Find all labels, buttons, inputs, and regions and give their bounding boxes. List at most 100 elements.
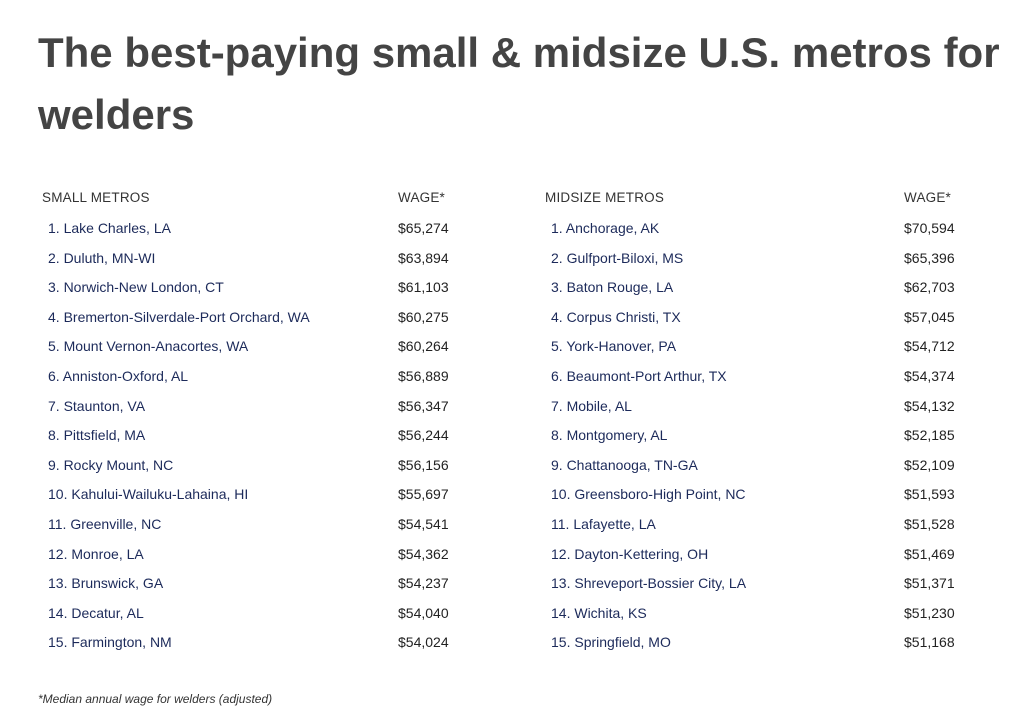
- metro-name: 10. Kahului-Wailuku-Lahaina, HI: [48, 486, 249, 503]
- table-row: 8. Montgomery, AL $52,185: [541, 419, 961, 449]
- table-row: 7. Mobile, AL $54,132: [541, 390, 961, 420]
- metro-wage: $54,712: [904, 338, 955, 355]
- column-header-wage: WAGE*: [398, 190, 446, 205]
- table-row: 4. Bremerton-Silverdale-Port Orchard, WA…: [38, 301, 458, 331]
- metro-wage: $57,045: [904, 308, 955, 325]
- metro-name: 4. Corpus Christi, TX: [551, 308, 681, 325]
- metro-wage: $60,264: [398, 338, 449, 355]
- table-row: 14. Wichita, KS $51,230: [541, 597, 961, 627]
- metro-wage: $51,528: [904, 515, 955, 532]
- metro-wage: $55,697: [398, 486, 449, 503]
- table-row: 13. Brunswick, GA $54,237: [38, 567, 458, 597]
- table-row: 12. Monroe, LA $54,362: [38, 538, 458, 568]
- metro-wage: $70,594: [904, 220, 955, 236]
- metro-wage: $62,703: [904, 279, 955, 296]
- metro-name: 2. Duluth, MN-WI: [48, 249, 156, 266]
- column-header-metro: SMALL METROS: [42, 190, 150, 205]
- metro-wage: $56,889: [398, 367, 449, 384]
- small-metros-rows: 1. Lake Charles, LA $65,274 2. Duluth, MN…: [38, 212, 458, 656]
- metro-wage: $52,185: [904, 427, 955, 444]
- metro-wage: $54,541: [398, 515, 449, 532]
- metro-name: 13. Shreveport-Bossier City, LA: [551, 575, 747, 592]
- metro-wage: $65,396: [904, 249, 955, 266]
- table-row: 7. Staunton, VA $56,347: [38, 390, 458, 420]
- column-header-wage: WAGE*: [904, 190, 952, 205]
- metro-name: 12. Dayton-Kettering, OH: [551, 545, 709, 562]
- metro-wage: $54,374: [904, 367, 955, 384]
- footnote: *Median annual wage for welders (adjuste…: [38, 692, 273, 706]
- table-row: 8. Pittsfield, MA $56,244: [38, 419, 458, 449]
- metro-wage: $51,593: [904, 486, 955, 503]
- small-metros-table: SMALL METROS WAGE* 1. Lake Charles, LA $6…: [38, 182, 458, 656]
- table-row: 1. Anchorage, AK $70,594: [541, 212, 961, 242]
- metro-name: 4. Bremerton-Silverdale-Port Orchard, WA: [48, 308, 310, 325]
- table-row: 14. Decatur, AL $54,040: [38, 597, 458, 627]
- table-row: 10. Kahului-Wailuku-Lahaina, HI $55,697: [38, 478, 458, 508]
- metro-wage: $56,156: [398, 456, 449, 473]
- metro-wage: $54,362: [398, 545, 449, 562]
- metro-name: 10. Greensboro-High Point, NC: [551, 486, 746, 503]
- metro-name: 11. Lafayette, LA: [551, 515, 656, 532]
- metro-name: 3. Norwich-New London, CT: [48, 279, 224, 296]
- metro-wage: $54,024: [398, 634, 449, 651]
- metro-name: 2. Gulfport-Biloxi, MS: [551, 249, 684, 266]
- table-row: 12. Dayton-Kettering, OH $51,469: [541, 538, 961, 568]
- metro-wage: $52,109: [904, 456, 955, 473]
- table-row: 11. Greenville, NC $54,541: [38, 508, 458, 538]
- column-header-metro: MIDSIZE METROS: [545, 190, 665, 205]
- table-row: 1. Lake Charles, LA $65,274: [38, 212, 458, 242]
- metro-name: 3. Baton Rouge, LA: [551, 279, 674, 296]
- table-row: 15. Springfield, MO $51,168: [541, 626, 961, 656]
- metro-name: 8. Pittsfield, MA: [48, 427, 146, 444]
- metro-wage: $54,237: [398, 575, 449, 592]
- midsize-metros-table: MIDSIZE METROS WAGE* 1. Anchorage, AK $70…: [541, 182, 961, 656]
- metro-wage: $65,274: [398, 220, 449, 236]
- table-row: 10. Greensboro-High Point, NC $51,593: [541, 478, 961, 508]
- metro-wage: $56,347: [398, 397, 449, 414]
- table-row: 13. Shreveport-Bossier City, LA $51,371: [541, 567, 961, 597]
- metro-wage: $63,894: [398, 249, 449, 266]
- metro-name: 5. Mount Vernon-Anacortes, WA: [48, 338, 249, 355]
- metro-name: 14. Wichita, KS: [551, 604, 647, 621]
- metro-name: 15. Springfield, MO: [551, 634, 671, 651]
- metro-wage: $61,103: [398, 279, 449, 296]
- table-row: 9. Rocky Mount, NC $56,156: [38, 449, 458, 479]
- table-row: 9. Chattanooga, TN-GA $52,109: [541, 449, 961, 479]
- metro-name: 12. Monroe, LA: [48, 545, 144, 562]
- midsize-metros-rows: 1. Anchorage, AK $70,594 2. Gulfport-Bilo…: [541, 212, 961, 656]
- metro-name: 7. Staunton, VA: [48, 397, 146, 414]
- table-header: MIDSIZE METROS WAGE*: [541, 182, 961, 212]
- metro-wage: $51,230: [904, 604, 955, 621]
- table-header: SMALL METROS WAGE*: [38, 182, 458, 212]
- table-row: 3. Baton Rouge, LA $62,703: [541, 271, 961, 301]
- metro-name: 8. Montgomery, AL: [551, 427, 668, 444]
- table-row: 5. York-Hanover, PA $54,712: [541, 330, 961, 360]
- metro-name: 7. Mobile, AL: [551, 397, 632, 414]
- table-row: 15. Farmington, NM $54,024: [38, 626, 458, 656]
- metro-wage: $51,469: [904, 545, 955, 562]
- table-row: 5. Mount Vernon-Anacortes, WA $60,264: [38, 330, 458, 360]
- metro-wage: $54,040: [398, 604, 449, 621]
- metro-name: 11. Greenville, NC: [48, 515, 162, 532]
- metro-name: 1. Anchorage, AK: [551, 220, 660, 236]
- table-row: 2. Duluth, MN-WI $63,894: [38, 242, 458, 272]
- table-row: 4. Corpus Christi, TX $57,045: [541, 301, 961, 331]
- metro-name: 6. Beaumont-Port Arthur, TX: [551, 367, 727, 384]
- table-row: 6. Anniston-Oxford, AL $56,889: [38, 360, 458, 390]
- metro-name: 9. Rocky Mount, NC: [48, 456, 174, 473]
- table-row: 6. Beaumont-Port Arthur, TX $54,374: [541, 360, 961, 390]
- table-row: 3. Norwich-New London, CT $61,103: [38, 271, 458, 301]
- metro-name: 1. Lake Charles, LA: [48, 220, 171, 236]
- metro-name: 5. York-Hanover, PA: [551, 338, 677, 355]
- metro-name: 13. Brunswick, GA: [48, 575, 164, 592]
- metro-wage: $56,244: [398, 427, 449, 444]
- metro-name: 14. Decatur, AL: [48, 604, 144, 621]
- metro-wage: $54,132: [904, 397, 955, 414]
- metro-name: 6. Anniston-Oxford, AL: [48, 367, 189, 384]
- metro-wage: $60,275: [398, 308, 449, 325]
- metro-name: 15. Farmington, NM: [48, 634, 172, 651]
- table-row: 11. Lafayette, LA $51,528: [541, 508, 961, 538]
- metro-wage: $51,168: [904, 634, 955, 651]
- metro-wage: $51,371: [904, 575, 955, 592]
- page-title: The best-paying small & midsize U.S. met…: [38, 29, 1000, 138]
